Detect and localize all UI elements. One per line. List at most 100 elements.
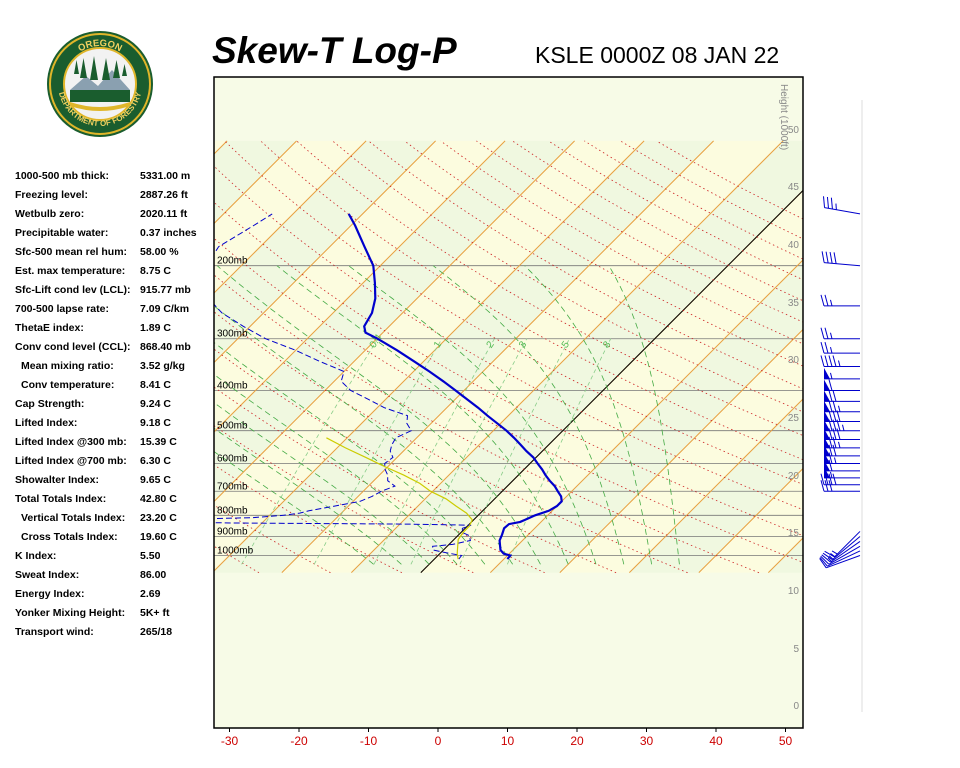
index-row: Lifted Index @700 mb: 6.30 C — [15, 455, 215, 474]
isotherm-line — [838, 141, 960, 573]
wind-barb-shaft — [826, 555, 861, 569]
dry-adiabat-line — [214, 386, 545, 574]
mixing-ratio-label: 8 — [601, 339, 613, 350]
x-tick-label: -30 — [221, 734, 239, 748]
index-row: Transport wind: 265/18 — [15, 626, 215, 645]
index-value: 58.00 % — [140, 246, 179, 258]
wind-barb-flag — [824, 294, 829, 307]
moist-adiabat-line — [214, 402, 430, 565]
mixing-ratio-label: 3 — [517, 339, 529, 350]
index-value: 5.50 — [140, 550, 161, 562]
isotherm-line — [214, 140, 506, 433]
dewpoint-profile-line — [214, 213, 472, 560]
wind-barb-pennant — [824, 367, 830, 379]
wind-barb-shaft — [832, 536, 861, 561]
index-row: ThetaE index: 1.89 C — [15, 322, 215, 341]
wind-barb-shaft — [827, 550, 861, 567]
pressure-level-label: 300mb — [217, 329, 248, 340]
wind-barb-flag — [832, 410, 837, 422]
index-row: Sfc-Lift cond lev (LCL): 915.77 mb — [15, 284, 215, 303]
x-tick-label: 40 — [709, 734, 723, 748]
wind-barb — [821, 251, 861, 267]
index-label: Mean mixing ratio: — [21, 360, 114, 372]
index-row: Yonker Mixing Height: 5K+ ft — [15, 607, 215, 626]
index-value: 9.65 C — [140, 474, 171, 486]
dry-adiabat-line — [214, 237, 803, 563]
wind-barb-flag — [832, 355, 837, 367]
chart-title: Skew-T Log-P — [212, 30, 457, 71]
pressure-level-label: 900mb — [217, 527, 248, 538]
index-row: Precipitable water: 0.37 inches — [15, 227, 215, 246]
wind-barb — [824, 367, 860, 380]
index-row: K Index: 5.50 — [15, 550, 215, 569]
x-tick-label: -10 — [360, 734, 378, 748]
wind-barb-flag — [832, 444, 837, 456]
index-label: Total Totals Index: — [15, 493, 107, 505]
wind-barb — [822, 536, 861, 561]
isotherm-line — [559, 328, 803, 574]
wind-barb-pennant — [824, 400, 830, 412]
height-tick-label: 0 — [793, 701, 799, 712]
mixing-ratio-line — [459, 338, 570, 565]
dry-adiabat-line — [260, 140, 803, 461]
index-row: Sfc-500 mean rel hum: 58.00 % — [15, 246, 215, 265]
isotherm-line — [214, 140, 367, 294]
wind-barb-half-flag — [830, 332, 833, 339]
isotherm-line — [214, 140, 228, 155]
wind-barb — [819, 555, 861, 569]
isotherm-line — [698, 467, 803, 574]
wind-barb-pennant — [824, 390, 830, 402]
wind-barb-half-flag — [834, 457, 837, 464]
wind-barb — [820, 341, 860, 354]
index-value: 8.75 C — [140, 265, 171, 277]
index-value: 265/18 — [140, 626, 173, 638]
pressure-level-label: 1000mb — [217, 546, 254, 557]
moist-adiabat-line — [214, 451, 374, 565]
index-value: 23.20 C — [140, 512, 177, 524]
wind-barb-flag — [829, 251, 833, 264]
index-row: 1000-500 mb thick: 5331.00 m — [15, 170, 215, 189]
isotherm-line — [350, 140, 784, 574]
wind-barb-flag — [828, 459, 833, 472]
index-label: Conv temperature: — [21, 379, 115, 391]
svg-text:OREGON: OREGON — [76, 38, 124, 54]
height-tick-label: 25 — [788, 413, 800, 424]
isotherm-line — [214, 140, 645, 572]
wind-barb — [824, 400, 860, 413]
index-label: Lifted Index @300 mb: — [15, 436, 127, 448]
height-tick-label: 10 — [788, 586, 800, 597]
wind-barb-half-flag — [838, 360, 841, 367]
wind-barb-flag — [820, 555, 830, 565]
height-tick-label: 20 — [788, 471, 800, 482]
moist-adiabat-line — [432, 265, 625, 565]
index-value: 86.00 — [140, 569, 167, 581]
index-row: Wetbulb zero: 2020.11 ft — [15, 208, 215, 227]
wind-barb-flag — [828, 410, 833, 422]
pressure-level-label: 600mb — [217, 454, 248, 465]
index-row: Mean mixing ratio: 3.52 g/kg — [15, 360, 215, 379]
height-tick-label: 35 — [788, 298, 800, 309]
height-tick-label: 5 — [793, 644, 799, 655]
wind-barb-flag — [821, 554, 831, 563]
wind-barb — [824, 419, 860, 432]
index-row: Cross Totals Index: 19.60 C — [15, 531, 215, 550]
wind-barb-flag — [820, 341, 825, 354]
wind-barb-flag — [836, 410, 841, 422]
wind-barb-flag — [824, 327, 829, 339]
wind-barb-pennant — [824, 379, 830, 391]
wind-barb-flag — [821, 251, 825, 263]
index-label: Cross Totals Index: — [21, 531, 118, 543]
index-row: Energy Index: 2.69 — [15, 588, 215, 607]
pressure-level-label: 800mb — [217, 505, 248, 516]
index-value: 9.24 C — [140, 398, 171, 410]
wind-barb-half-flag — [838, 441, 841, 448]
wind-barb-flag — [828, 480, 833, 492]
x-tick-label: 50 — [779, 734, 793, 748]
moist-adiabat-line — [214, 373, 458, 565]
index-label: 1000-500 mb thick: — [15, 170, 109, 182]
dry-adiabat-line — [214, 274, 760, 574]
wind-barb-flag — [824, 480, 829, 492]
zero-isotherm-line — [420, 189, 803, 574]
wind-barb-flag — [832, 473, 837, 485]
